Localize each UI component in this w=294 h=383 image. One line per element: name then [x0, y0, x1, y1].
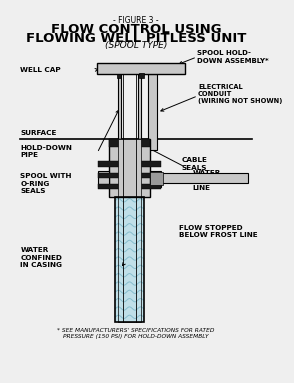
Text: FLOW STOPPED
BELOW FROST LINE: FLOW STOPPED BELOW FROST LINE: [179, 225, 258, 239]
Text: * SEE MANUFACTURERS' SPECIFICATIONS FOR RATED
PRESSURE (150 PSI) FOR HOLD-DOWN A: * SEE MANUFACTURERS' SPECIFICATIONS FOR …: [57, 328, 215, 339]
Text: WATER
CONFINED
IN CASING: WATER CONFINED IN CASING: [20, 247, 62, 268]
Bar: [97, 63, 185, 74]
Bar: [98, 162, 161, 167]
Bar: [98, 183, 161, 189]
Bar: [98, 171, 109, 187]
Bar: [116, 74, 121, 78]
Text: WATER
SERVICE
LINE: WATER SERVICE LINE: [192, 170, 227, 192]
Text: FLOWING WELL PITLESS UNIT: FLOWING WELL PITLESS UNIT: [26, 32, 246, 45]
Text: (SPOOL TYPE): (SPOOL TYPE): [105, 41, 167, 50]
Bar: [118, 139, 141, 196]
Text: - FIGURE 3 -: - FIGURE 3 -: [113, 16, 159, 25]
Text: HOLD-DOWN
PIPE: HOLD-DOWN PIPE: [20, 144, 72, 158]
Text: SURFACE: SURFACE: [20, 129, 57, 136]
Bar: [138, 74, 141, 139]
Bar: [150, 171, 161, 187]
Bar: [139, 73, 144, 78]
Bar: [161, 173, 248, 183]
Text: CABLE
SEALS: CABLE SEALS: [181, 157, 207, 171]
Bar: [118, 74, 121, 139]
Bar: [150, 172, 163, 185]
Text: FLOW CONTROL USING: FLOW CONTROL USING: [51, 23, 221, 36]
Text: SPOOL WITH
O-RING
SEALS: SPOOL WITH O-RING SEALS: [20, 173, 72, 194]
Text: ELECTRICAL
CONDUIT
(WIRING NOT SHOWN): ELECTRICAL CONDUIT (WIRING NOT SHOWN): [198, 83, 282, 104]
Bar: [148, 74, 157, 151]
Text: WELL CAP: WELL CAP: [20, 67, 61, 73]
Bar: [98, 172, 161, 178]
Bar: [118, 196, 141, 322]
Text: SPOOL HOLD-
DOWN ASSEMBLY*: SPOOL HOLD- DOWN ASSEMBLY*: [197, 50, 269, 64]
Bar: [115, 196, 144, 322]
Bar: [115, 196, 144, 322]
Bar: [109, 139, 150, 147]
Bar: [109, 139, 150, 196]
